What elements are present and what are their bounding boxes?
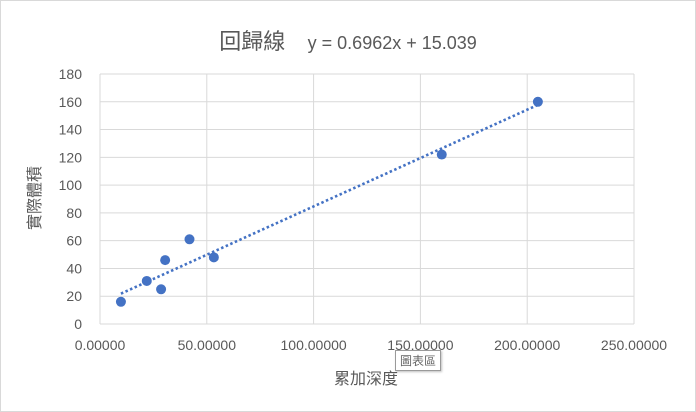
y-axis-label: 實際體積	[25, 166, 44, 230]
data-points	[115, 96, 543, 307]
gridlines	[99, 73, 635, 325]
y-tick-label: 140	[59, 122, 83, 138]
trendline-group	[120, 103, 539, 295]
chart-title-block: 回歸線 y = 0.6962x + 15.039	[0, 24, 696, 56]
y-tick-label: 0	[74, 316, 82, 332]
x-tick-label: 50.00000	[178, 337, 237, 353]
data-point	[115, 296, 126, 307]
x-axis-label: 累加深度	[334, 369, 398, 388]
y-tick-label: 60	[66, 233, 82, 249]
x-tick-label: 100.00000	[281, 337, 347, 353]
y-tick-label: 100	[59, 177, 83, 193]
trendline	[120, 103, 539, 295]
data-point	[532, 96, 543, 107]
data-point	[160, 255, 171, 266]
chart-area-tooltip: 圖表區	[395, 350, 442, 371]
data-point	[208, 252, 219, 263]
x-tick-labels: 0.00000 50.00000 100.00000 150.00000 200.000…	[75, 337, 668, 353]
y-tick-label: 80	[66, 205, 82, 221]
y-tick-label: 40	[66, 260, 82, 276]
data-point	[184, 234, 195, 245]
y-tick-label: 120	[59, 149, 83, 165]
x-tick-label: 250.00000	[601, 337, 667, 353]
y-tick-label: 20	[66, 288, 82, 304]
data-point	[436, 149, 447, 160]
y-tick-label: 160	[59, 94, 83, 110]
y-tick-labels: 0 20 40 60 80 100 120 140 160 180	[59, 66, 83, 332]
trendline-equation: y = 0.6962x + 15.039	[307, 33, 477, 53]
y-tick-label: 180	[59, 66, 83, 82]
x-tick-label: 200.00000	[494, 337, 560, 353]
data-point	[141, 275, 152, 286]
x-tick-label: 0.00000	[75, 337, 126, 353]
data-point	[156, 284, 167, 295]
x-tick-label: 150.00000	[387, 337, 453, 353]
chart-title: 回歸線	[219, 29, 286, 54]
